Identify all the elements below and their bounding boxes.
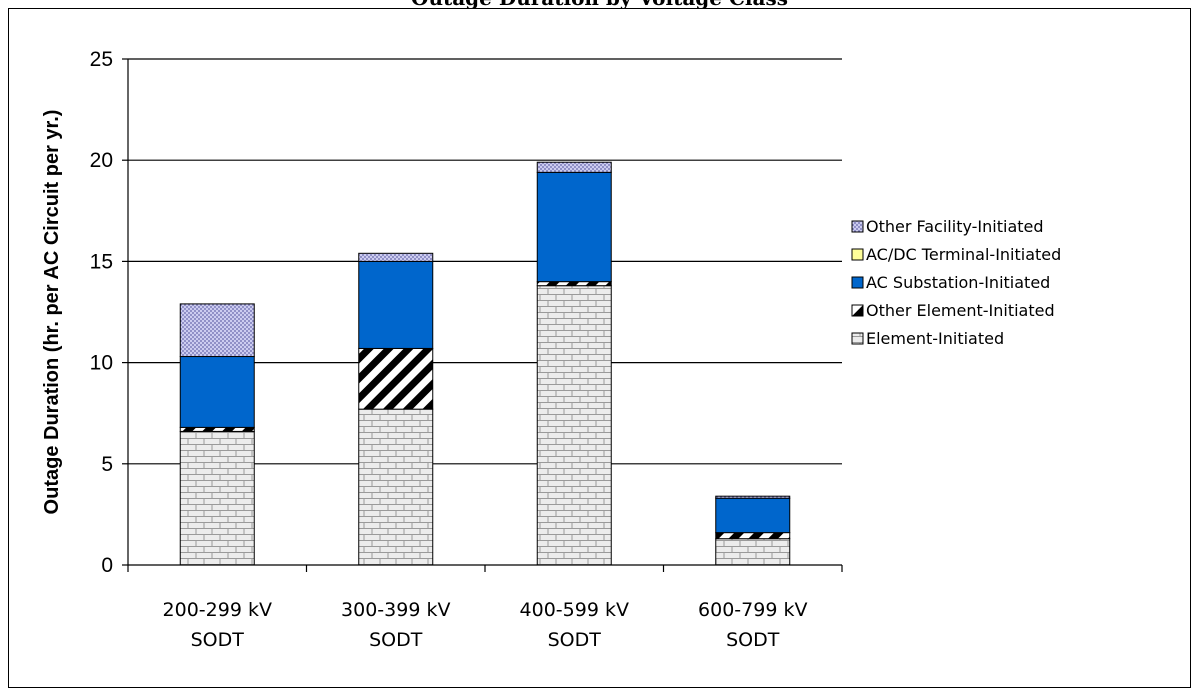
legend-swatch [851,276,864,289]
legend-swatch [851,332,864,345]
x-category-label: SODT [369,629,423,651]
y-tick-label: 10 [90,352,113,375]
bar-segment-element-initiated [179,430,255,566]
x-category-label: 400-599 kV [520,599,629,621]
y-tick-label: 15 [90,250,113,273]
legend-label: Other Element-Initiated [866,301,1055,320]
bar-segment-other-facility-initiated [536,161,612,173]
bar-segment-other-element-initiated [536,281,612,287]
legend-swatch [851,304,864,317]
bars [179,161,791,566]
x-category-label: SODT [548,629,602,651]
bar-segment-other-facility-initiated [179,303,255,358]
y-axis-title: Outage Duration (hr. per AC Circuit per … [41,110,63,515]
bar-segment-element-initiated [536,285,612,566]
bar-segment-element-initiated [715,538,791,566]
y-tick-label: 25 [90,48,113,71]
x-category-label: 600-799 kV [698,599,807,621]
x-category-label: SODT [726,629,780,651]
chart-title: Outage Duration by Voltage Class [0,0,1199,10]
x-category-label: 300-399 kV [341,599,450,621]
y-tick-label: 20 [90,149,113,172]
legend: Other Facility-Initiated AC/DC Terminal-I… [851,217,1061,348]
legend-swatch [851,220,864,233]
bar-segment-other-facility-initiated [715,495,791,499]
y-tick-label: 0 [101,554,113,577]
bar-segment-ac-substation-initiated [715,497,791,534]
x-category-label: 200-299 kV [163,599,272,621]
bar-segment-other-element-initiated [358,347,434,410]
bar-segment-other-element-initiated [179,426,255,432]
x-category-label: SODT [191,629,245,651]
legend-label: AC Substation-Initiated [866,273,1050,292]
legend-label: Element-Initiated [866,329,1004,348]
y-tick-label: 5 [101,453,113,476]
bar-segment-other-facility-initiated [358,252,434,262]
legend-swatch [851,248,864,261]
axes: 0 5 10 15 20 25 Outage Duration (hr. per AC Ci… [41,48,843,651]
legend-label: Other Facility-Initiated [866,217,1044,236]
bar-segment-element-initiated [358,408,434,566]
bar-segment-ac-substation-initiated [536,171,612,283]
bar-segment-ac-substation-initiated [179,356,255,428]
legend-label: AC/DC Terminal-Initiated [866,245,1061,264]
bar-segment-other-element-initiated [715,532,791,540]
bar-segment-ac-substation-initiated [358,260,434,349]
